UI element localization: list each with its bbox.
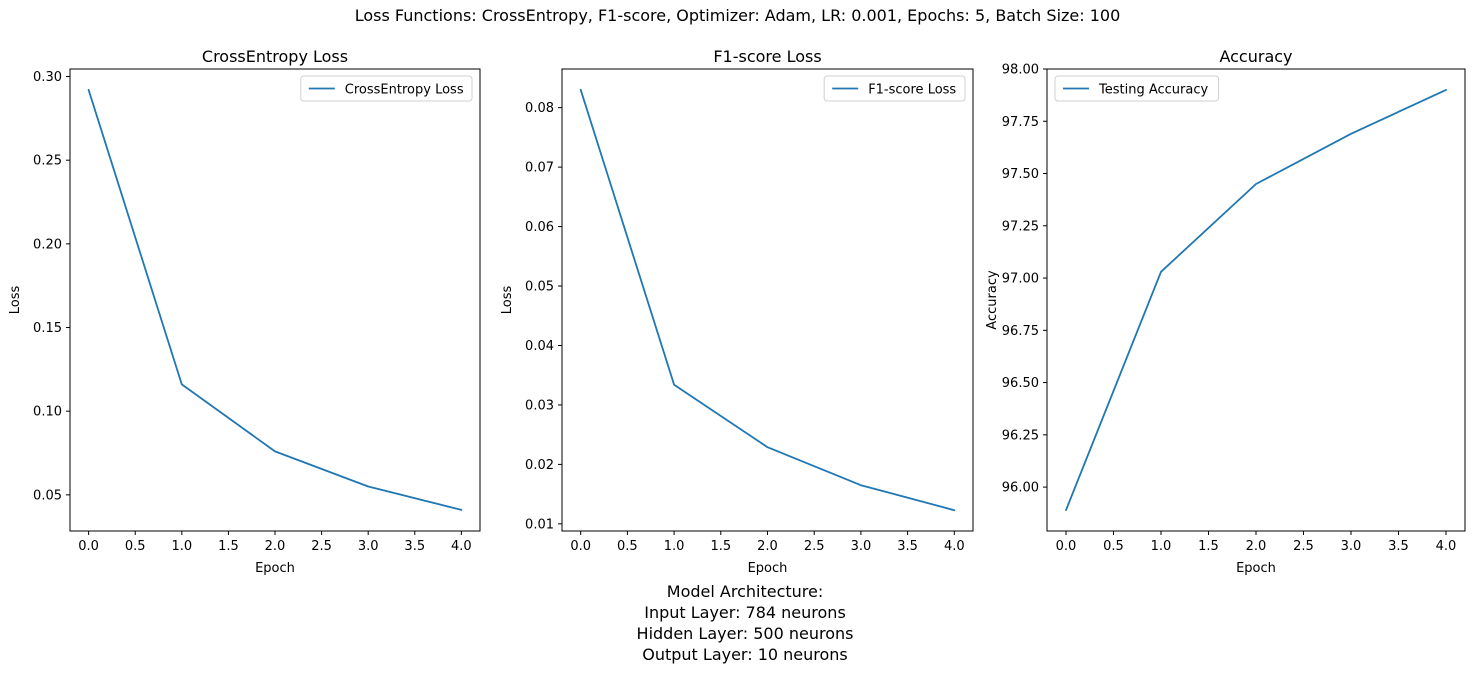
legend-label: F1-score Loss (868, 83, 956, 98)
x-tick-label: 0.5 (617, 539, 638, 554)
x-tick-label: 3.5 (897, 539, 918, 554)
x-tick-label: 2.0 (1246, 539, 1267, 554)
chart-title: F1-score Loss (713, 47, 821, 66)
x-tick-label: 0.5 (1103, 539, 1124, 554)
x-tick-label: 2.5 (311, 539, 332, 554)
x-tick-label: 0.0 (78, 539, 99, 554)
legend: Testing Accuracy (1054, 75, 1220, 102)
x-tick-label: 1.5 (710, 539, 731, 554)
x-axis-label: Epoch (1236, 561, 1276, 576)
x-tick-label: 1.5 (218, 539, 239, 554)
legend-label: CrossEntropy Loss (345, 83, 464, 98)
x-tick-label: 4.0 (944, 539, 965, 554)
y-tick-label: 0.07 (525, 161, 554, 176)
x-tick-label: 1.0 (1151, 539, 1172, 554)
series-line (87, 89, 463, 511)
x-tick-label: 0.0 (1056, 539, 1077, 554)
legend: CrossEntropy Loss (300, 75, 473, 102)
y-tick-label: 97.25 (1002, 219, 1039, 234)
legend-label: Testing Accuracy (1098, 83, 1208, 98)
y-tick-label: 0.30 (33, 70, 62, 85)
y-tick-label: 0.08 (525, 101, 554, 116)
x-tick-label: 1.5 (1198, 539, 1219, 554)
x-tick-label: 3.0 (358, 539, 379, 554)
x-tick-label: 0.5 (125, 539, 146, 554)
x-tick-label: 0.0 (570, 539, 591, 554)
chart-title: CrossEntropy Loss (202, 47, 348, 66)
x-tick-label: 2.5 (1293, 539, 1314, 554)
y-tick-label: 96.25 (1002, 428, 1039, 443)
plot-frame-2 (561, 68, 974, 532)
legend-box (300, 75, 473, 102)
figure-suptitle: Loss Functions: CrossEntropy, F1-score, … (354, 6, 1121, 25)
y-tick-label: 96.00 (1002, 481, 1039, 496)
y-tick-label: 96.50 (1002, 376, 1039, 391)
y-tick-label: 97.50 (1002, 167, 1039, 182)
x-tick-label: 1.0 (171, 539, 192, 554)
chart-title: Accuracy (1219, 47, 1292, 66)
x-tick-label: 3.0 (851, 539, 872, 554)
x-axis-label: Epoch (748, 561, 788, 576)
y-tick-label: 0.03 (525, 398, 554, 413)
y-tick-label: 0.05 (525, 280, 554, 295)
x-tick-label: 4.0 (1436, 539, 1457, 554)
y-axis-label: Loss (500, 286, 515, 315)
architecture-heading: Model Architecture: (666, 582, 824, 601)
series-line (579, 88, 956, 512)
model-architecture-text: Model Architecture: Input Layer: 784 neu… (545, 581, 945, 665)
x-tick-label: 2.0 (757, 539, 778, 554)
y-tick-label: 0.05 (33, 488, 62, 503)
x-tick-label: 3.0 (1341, 539, 1362, 554)
legend-box (1054, 75, 1220, 102)
x-tick-label: 2.0 (265, 539, 286, 554)
x-tick-label: 1.0 (664, 539, 685, 554)
architecture-input-layer: Input Layer: 784 neurons (644, 603, 846, 622)
y-tick-label: 0.01 (525, 517, 554, 532)
y-tick-label: 0.15 (33, 321, 62, 336)
legend-box (823, 75, 966, 102)
x-tick-label: 2.5 (804, 539, 825, 554)
x-axis-label: Epoch (255, 561, 295, 576)
y-tick-label: 97.75 (1002, 115, 1039, 130)
y-tick-label: 0.25 (33, 154, 62, 169)
y-tick-label: 0.20 (33, 237, 62, 252)
plot-frame-1 (69, 68, 481, 532)
x-tick-label: 3.5 (404, 539, 425, 554)
y-tick-label: 0.04 (525, 339, 554, 354)
plot-frame-3 (1046, 68, 1466, 532)
y-axis-label: Loss (8, 286, 23, 315)
architecture-hidden-layer: Hidden Layer: 500 neurons (636, 624, 854, 643)
architecture-output-layer: Output Layer: 10 neurons (642, 645, 848, 664)
y-tick-label: 98.00 (1002, 63, 1039, 78)
y-tick-label: 0.10 (33, 405, 62, 420)
y-axis-label: Accuracy (985, 270, 1000, 330)
series-line (1065, 89, 1447, 512)
x-tick-label: 4.0 (451, 539, 472, 554)
y-tick-label: 97.00 (1002, 272, 1039, 287)
y-tick-label: 96.75 (1002, 324, 1039, 339)
y-tick-label: 0.06 (525, 220, 554, 235)
legend: F1-score Loss (823, 75, 966, 102)
x-tick-label: 3.5 (1388, 539, 1409, 554)
y-tick-label: 0.02 (525, 458, 554, 473)
